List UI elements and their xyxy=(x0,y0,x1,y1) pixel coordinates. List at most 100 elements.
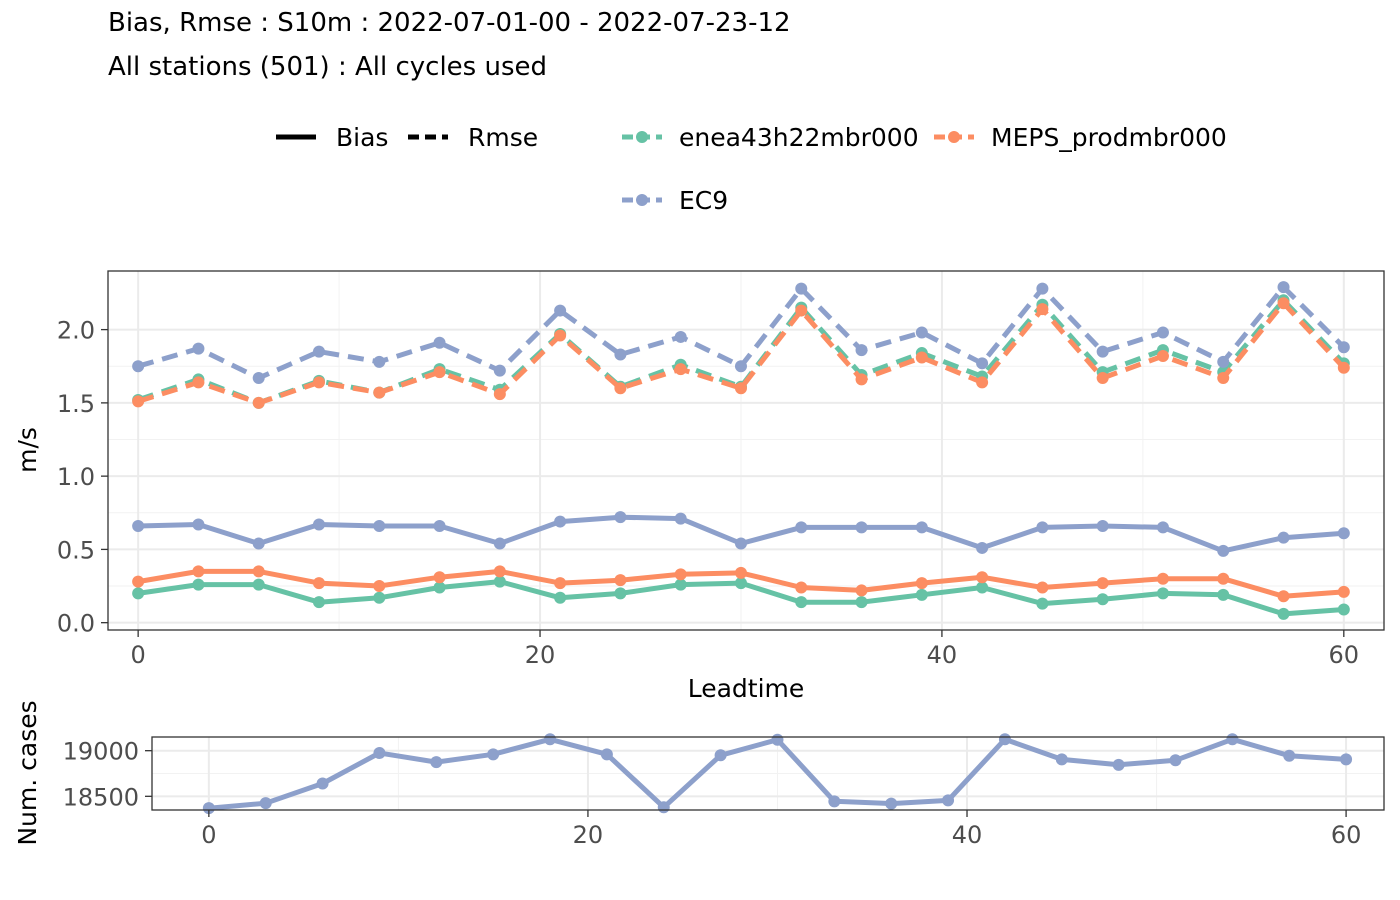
data-point-meps-prodmbr000-bias xyxy=(252,565,265,578)
data-point-ec9-bias xyxy=(976,541,989,554)
data-point-meps-prodmbr000-bias xyxy=(1337,585,1350,598)
data-point-ec9 xyxy=(657,801,670,814)
data-point-enea43h22mbr000-bias xyxy=(915,588,928,601)
data-point-ec9 xyxy=(828,795,841,808)
legend-label-bias: Bias xyxy=(336,123,388,152)
legend-label-enea43h22mbr000: enea43h22mbr000 xyxy=(679,123,919,152)
data-point-ec9-rmse xyxy=(1156,326,1169,339)
data-point-meps-prodmbr000-bias xyxy=(192,565,205,578)
data-point-ec9 xyxy=(600,748,613,761)
data-point-meps-prodmbr000-rmse xyxy=(1036,303,1049,316)
x-tick-label: 0 xyxy=(131,641,146,669)
x-tick-label: 40 xyxy=(927,641,958,669)
data-point-ec9-rmse xyxy=(493,364,506,377)
data-point-ec9-bias xyxy=(795,521,808,534)
x-tick-label: 60 xyxy=(1329,641,1360,669)
data-point-meps-prodmbr000-rmse xyxy=(976,376,989,389)
data-point-meps-prodmbr000-rmse xyxy=(1337,361,1350,374)
legend-label-rmse: Rmse xyxy=(468,123,538,152)
data-point-ec9-bias xyxy=(1277,531,1290,544)
data-point-ec9 xyxy=(430,756,443,769)
data-point-ec9-rmse xyxy=(1337,341,1350,354)
x-tick-label: 40 xyxy=(952,821,983,849)
data-point-enea43h22mbr000-bias xyxy=(976,581,989,594)
data-point-meps-prodmbr000-bias xyxy=(312,577,325,590)
data-point-enea43h22mbr000-bias xyxy=(433,581,446,594)
data-point-meps-prodmbr000-rmse xyxy=(433,366,446,379)
data-point-meps-prodmbr000-bias xyxy=(795,581,808,594)
data-point-meps-prodmbr000-rmse xyxy=(132,395,145,408)
y-tick-label: 2.0 xyxy=(57,317,95,345)
data-point-meps-prodmbr000-rmse xyxy=(252,396,265,409)
main-plot: 0 20 40 60 0.0 0.5 1.0 1.5 2.0 Leadtime m/s xyxy=(13,270,1385,703)
legend-point-ec9 xyxy=(636,194,648,206)
chart-subtitle: All stations (501) : All cycles used xyxy=(108,52,548,82)
data-point-meps-prodmbr000-bias xyxy=(915,577,928,590)
data-point-ec9-bias xyxy=(1036,521,1049,534)
data-point-meps-prodmbr000-rmse xyxy=(493,388,506,401)
data-point-ec9-rmse xyxy=(855,344,868,357)
x-tick-label: 0 xyxy=(201,821,216,849)
data-point-ec9-rmse xyxy=(915,326,928,339)
data-point-ec9-rmse xyxy=(1217,355,1230,368)
x-tick-label: 20 xyxy=(525,641,556,669)
data-point-ec9 xyxy=(1055,753,1068,766)
legend-point-meps-prodmbr000 xyxy=(948,131,960,143)
data-point-ec9-rmse xyxy=(976,357,989,370)
legend-point-enea43h22mbr000 xyxy=(636,131,648,143)
data-point-meps-prodmbr000-rmse xyxy=(614,382,627,395)
data-point-ec9-bias xyxy=(614,511,627,524)
data-point-ec9 xyxy=(544,733,557,746)
data-point-meps-prodmbr000-rmse xyxy=(1096,371,1109,384)
data-point-meps-prodmbr000-bias xyxy=(674,568,687,581)
y-tick-label: 19000 xyxy=(63,738,139,766)
data-point-ec9-rmse xyxy=(1096,345,1109,358)
data-point-meps-prodmbr000-bias xyxy=(855,584,868,597)
data-point-meps-prodmbr000-bias xyxy=(554,577,567,590)
data-point-ec9 xyxy=(998,733,1011,746)
y-tick-label: 1.5 xyxy=(57,390,95,418)
x-tick-label: 60 xyxy=(1331,821,1362,849)
data-point-enea43h22mbr000-bias xyxy=(493,575,506,588)
data-point-ec9-bias xyxy=(1096,519,1109,532)
data-point-ec9 xyxy=(1169,754,1182,767)
data-point-meps-prodmbr000-rmse xyxy=(554,329,567,342)
data-point-meps-prodmbr000-rmse xyxy=(734,382,747,395)
data-point-enea43h22mbr000-bias xyxy=(614,587,627,600)
data-point-ec9-bias xyxy=(915,521,928,534)
y-axis-title: Num. cases xyxy=(13,700,42,845)
chart-title: Bias, Rmse : S10m : 2022-07-01-00 - 2022… xyxy=(108,8,791,38)
cases-plot: 0 20 40 60 18500 19000 Num. cases xyxy=(13,700,1385,849)
data-point-ec9-bias xyxy=(312,518,325,531)
data-point-meps-prodmbr000-rmse xyxy=(674,363,687,376)
data-point-ec9 xyxy=(316,777,329,790)
data-point-meps-prodmbr000-rmse xyxy=(1156,349,1169,362)
data-point-ec9 xyxy=(373,746,386,759)
data-point-meps-prodmbr000-bias xyxy=(493,565,506,578)
data-point-ec9-bias xyxy=(1217,544,1230,557)
legend-label-ec9: EC9 xyxy=(679,186,728,215)
data-point-meps-prodmbr000-rmse xyxy=(1277,297,1290,310)
data-point-enea43h22mbr000-bias xyxy=(1096,593,1109,606)
data-point-meps-prodmbr000-rmse xyxy=(192,376,205,389)
data-point-enea43h22mbr000-bias xyxy=(795,596,808,609)
data-point-meps-prodmbr000-bias xyxy=(1277,590,1290,603)
legend-label-meps-prodmbr000: MEPS_prodmbr000 xyxy=(991,123,1227,152)
data-point-ec9-rmse xyxy=(192,342,205,355)
data-point-ec9-bias xyxy=(1337,527,1350,540)
data-point-enea43h22mbr000-bias xyxy=(1337,603,1350,616)
x-tick-label: 20 xyxy=(573,821,604,849)
data-point-ec9-bias xyxy=(674,512,687,525)
data-point-meps-prodmbr000-rmse xyxy=(855,373,868,386)
data-point-ec9-rmse xyxy=(132,360,145,373)
data-point-meps-prodmbr000-bias xyxy=(976,571,989,584)
data-point-ec9-bias xyxy=(252,537,265,550)
data-point-meps-prodmbr000-bias xyxy=(1036,581,1049,594)
data-point-meps-prodmbr000-bias xyxy=(1156,572,1169,585)
data-point-ec9-rmse xyxy=(674,330,687,343)
series-line-meps-prodmbr000-rmse xyxy=(137,300,1346,406)
data-point-ec9 xyxy=(771,733,784,746)
y-tick-label: 0.0 xyxy=(57,610,95,638)
data-point-ec9 xyxy=(259,797,272,810)
data-point-enea43h22mbr000-bias xyxy=(734,577,747,590)
